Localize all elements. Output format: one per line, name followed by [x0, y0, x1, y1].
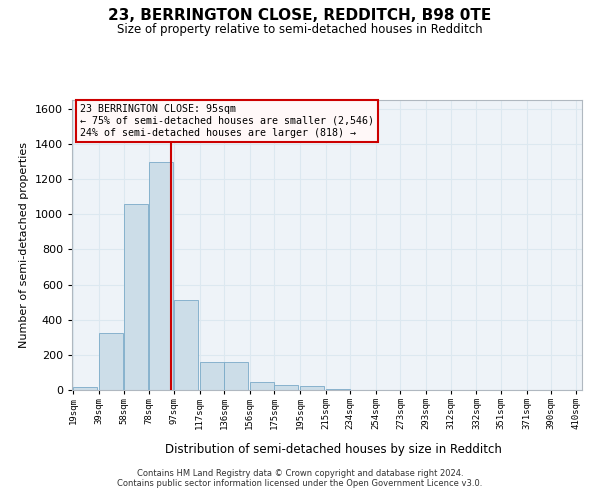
- Text: 23, BERRINGTON CLOSE, REDDITCH, B98 0TE: 23, BERRINGTON CLOSE, REDDITCH, B98 0TE: [109, 8, 491, 22]
- Bar: [326, 389, 350, 390]
- Text: Contains HM Land Registry data © Crown copyright and database right 2024.: Contains HM Land Registry data © Crown c…: [137, 468, 463, 477]
- Bar: [124, 204, 148, 390]
- Bar: [224, 362, 248, 390]
- Bar: [300, 386, 324, 390]
- Bar: [250, 382, 274, 390]
- Text: Size of property relative to semi-detached houses in Redditch: Size of property relative to semi-detach…: [117, 22, 483, 36]
- Bar: [99, 333, 123, 390]
- Text: Distribution of semi-detached houses by size in Redditch: Distribution of semi-detached houses by …: [164, 442, 502, 456]
- Bar: [200, 362, 224, 390]
- Y-axis label: Number of semi-detached properties: Number of semi-detached properties: [19, 142, 29, 348]
- Bar: [274, 384, 298, 390]
- Bar: [149, 162, 173, 390]
- Bar: [73, 388, 97, 390]
- Bar: [174, 300, 198, 390]
- Text: 23 BERRINGTON CLOSE: 95sqm
← 75% of semi-detached houses are smaller (2,546)
24%: 23 BERRINGTON CLOSE: 95sqm ← 75% of semi…: [80, 104, 374, 138]
- Text: Contains public sector information licensed under the Open Government Licence v3: Contains public sector information licen…: [118, 478, 482, 488]
